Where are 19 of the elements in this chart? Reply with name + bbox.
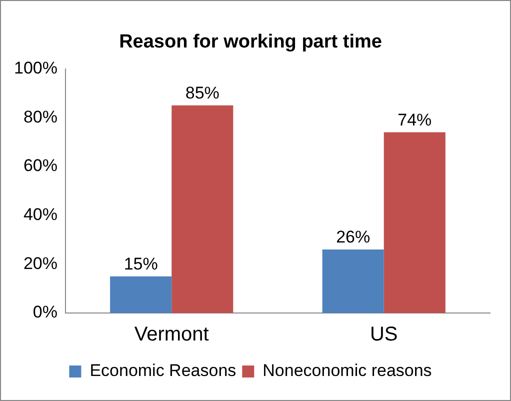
legend-label: Noneconomic reasons — [262, 361, 432, 380]
bar — [322, 250, 384, 313]
y-tick-label: 60% — [23, 156, 58, 176]
legend-label: Economic Reasons — [90, 361, 236, 380]
data-label: 15% — [124, 254, 158, 274]
bar — [172, 105, 234, 313]
y-tick-label: 40% — [23, 205, 58, 224]
data-label: 26% — [336, 228, 370, 247]
bar — [384, 132, 446, 313]
y-tick-label: 100% — [14, 58, 58, 78]
bar — [110, 276, 172, 313]
data-label: 74% — [398, 110, 432, 130]
y-tick-label: 20% — [23, 254, 58, 273]
chart-title: Reason for working part time — [119, 32, 382, 53]
y-tick-label: 80% — [23, 107, 58, 126]
x-tick-label: Vermont — [134, 324, 210, 346]
x-tick-label: US — [370, 324, 398, 346]
data-label: 85% — [185, 84, 220, 103]
y-tick-label: 0% — [32, 302, 58, 322]
